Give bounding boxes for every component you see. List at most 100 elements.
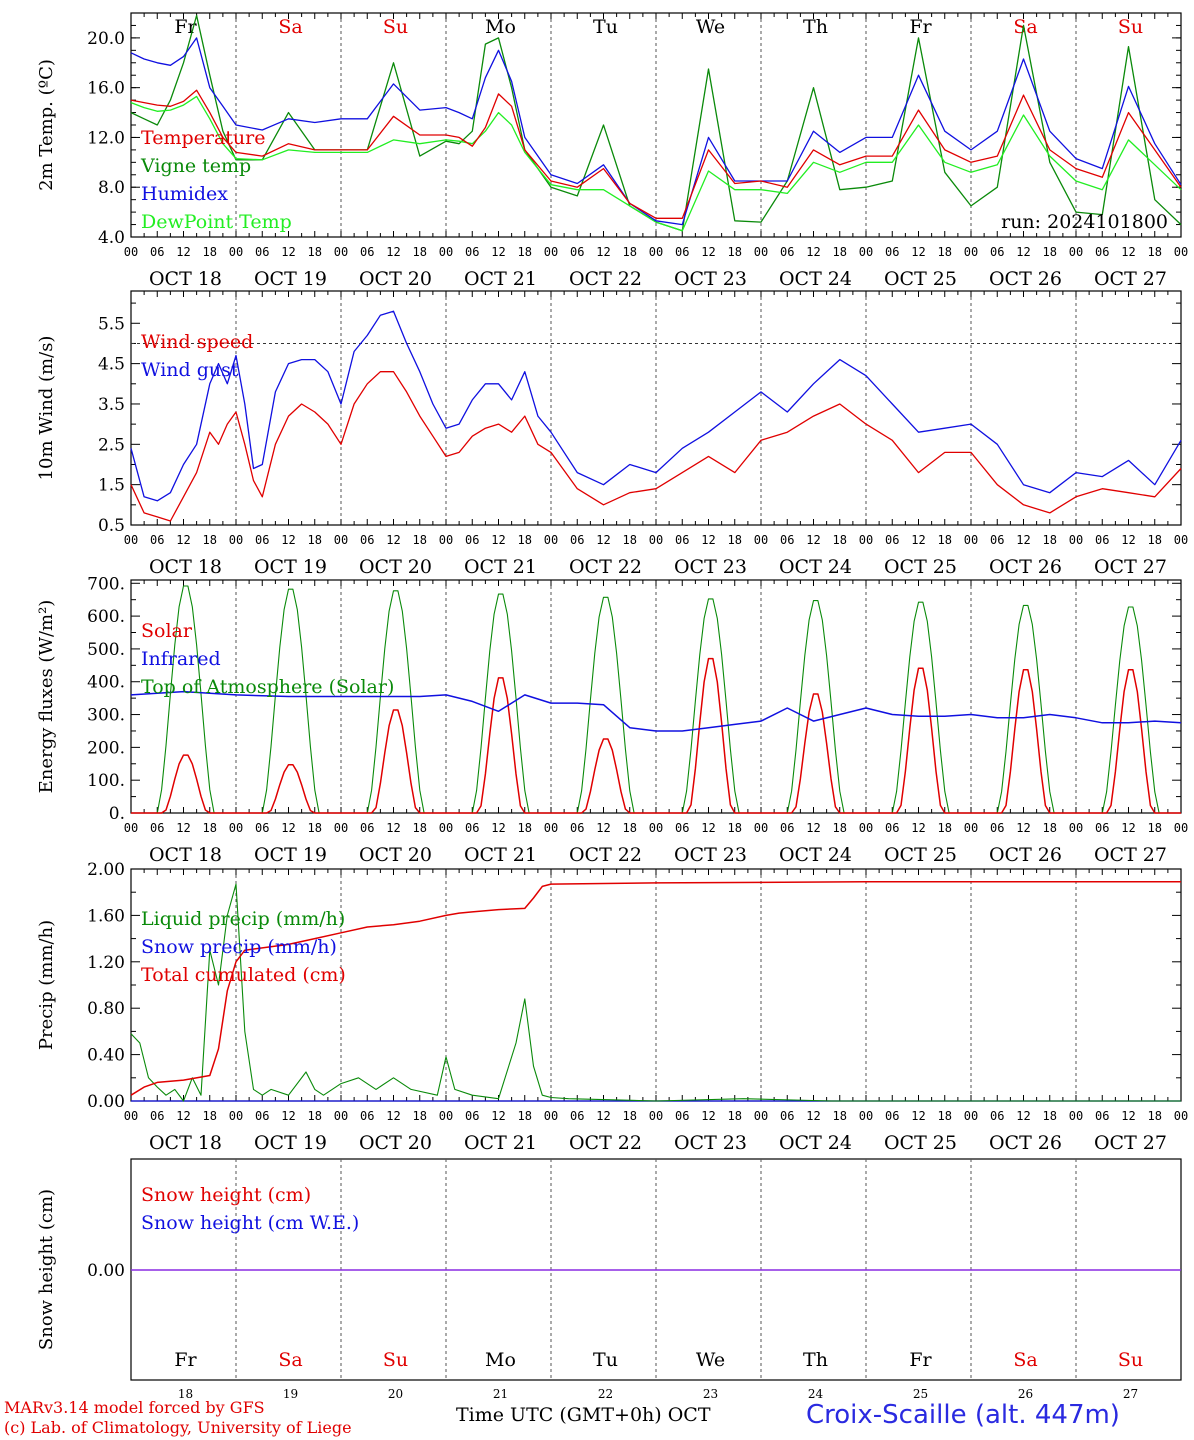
series-line-wind-gust: [130, 310, 1182, 502]
y-tick-label: 12.0: [87, 128, 125, 148]
hour-tick-label: 18: [203, 245, 217, 259]
day-number: 25: [913, 1387, 928, 1401]
hour-tick-label: 00: [754, 245, 768, 259]
hour-tick-label: 00: [649, 1109, 663, 1123]
hour-tick-label: 00: [1069, 1109, 1083, 1123]
hour-tick-label: 18: [833, 245, 847, 259]
hour-tick-label: 18: [938, 821, 952, 835]
hour-tick-label: 00: [439, 821, 453, 835]
hour-tick-label: 12: [386, 533, 400, 547]
date-label: OCT 18: [149, 844, 222, 866]
hour-tick-label: 18: [413, 533, 427, 547]
date-label: OCT 22: [569, 844, 642, 866]
day-name: Fr: [909, 1349, 932, 1371]
hour-tick-label: 06: [675, 245, 689, 259]
hour-tick-label: 18: [1043, 821, 1057, 835]
date-label: OCT 27: [1094, 268, 1167, 290]
hour-tick-label: 18: [623, 533, 637, 547]
hour-tick-label: 12: [911, 245, 925, 259]
day-name: Su: [1118, 1349, 1143, 1371]
hour-tick-label: 12: [701, 533, 715, 547]
day-name: Th: [803, 16, 828, 38]
day-name: Fr: [174, 1349, 197, 1371]
date-label: OCT 23: [674, 268, 747, 290]
hour-tick-label: 18: [518, 1109, 532, 1123]
y-tick-label: 700.: [87, 574, 125, 594]
day-number: 24: [808, 1387, 824, 1401]
legend-entry: Temperature: [141, 127, 265, 149]
hour-tick-label: 18: [203, 1109, 217, 1123]
hour-tick-label: 06: [570, 1109, 584, 1123]
hour-tick-label: 12: [911, 821, 925, 835]
date-label: OCT 26: [989, 844, 1062, 866]
hour-tick-label: 00: [124, 1109, 138, 1123]
hour-tick-label: 06: [465, 245, 479, 259]
date-label: OCT 20: [359, 556, 432, 578]
day-number: 20: [388, 1387, 403, 1401]
hour-tick-label: 12: [281, 1109, 295, 1123]
date-label: OCT 24: [779, 844, 852, 866]
hour-tick-label: 18: [623, 1109, 637, 1123]
y-tick-label: 16.0: [87, 79, 125, 99]
legend-entry: Solar: [141, 620, 193, 642]
hour-tick-label: 12: [1016, 245, 1030, 259]
y-tick-label: 300.: [87, 706, 125, 726]
legend-entry: Top of Atmosphere (Solar): [141, 676, 394, 698]
hour-tick-label: 18: [518, 245, 532, 259]
hour-tick-label: 06: [255, 245, 269, 259]
hour-tick-label: 18: [833, 1109, 847, 1123]
hour-tick-label: 06: [255, 821, 269, 835]
legend-entry: Snow height (cm): [141, 1184, 311, 1206]
legend-entry: DewPoint Temp: [141, 211, 292, 233]
y-tick-label: 0.80: [87, 999, 125, 1019]
hour-tick-label: 00: [334, 1109, 348, 1123]
hour-tick-label: 00: [754, 533, 768, 547]
date-label: OCT 18: [149, 1132, 222, 1154]
hour-tick-label: 00: [544, 245, 558, 259]
lab-credit: (c) Lab. of Climatology, University of L…: [4, 1418, 352, 1437]
y-tick-label: 0.00: [87, 1261, 125, 1281]
hour-tick-label: 06: [885, 821, 899, 835]
date-label: OCT 23: [674, 556, 747, 578]
hour-tick-label: 00: [544, 533, 558, 547]
hour-tick-label: 12: [1121, 821, 1135, 835]
legend-entry: Humidex: [141, 183, 228, 205]
y-tick-label: 1.5: [98, 476, 125, 496]
hour-tick-label: 12: [806, 245, 820, 259]
day-name: Sa: [278, 16, 302, 38]
hour-tick-label: 18: [623, 821, 637, 835]
hour-tick-label: 18: [623, 245, 637, 259]
hour-tick-label: 06: [780, 245, 794, 259]
date-label: OCT 26: [989, 1132, 1062, 1154]
hour-tick-label: 06: [780, 821, 794, 835]
hour-tick-label: 00: [1174, 533, 1188, 547]
hour-tick-label: 18: [1148, 533, 1162, 547]
date-label: OCT 25: [884, 844, 957, 866]
hour-tick-label: 00: [859, 533, 873, 547]
y-tick-label: 8.0: [98, 178, 125, 198]
hour-tick-label: 00: [1069, 245, 1083, 259]
model-credit: MARv3.14 model forced by GFS: [4, 1398, 265, 1417]
hour-tick-label: 06: [465, 533, 479, 547]
series-line-total-cumulated: [130, 881, 1181, 1096]
hour-tick-label: 12: [281, 245, 295, 259]
hour-tick-label: 00: [964, 533, 978, 547]
footer-credits: MARv3.14 model forced by GFS (c) Lab. of…: [4, 1398, 352, 1438]
y-tick-label: 200.: [87, 738, 125, 758]
hour-tick-label: 00: [439, 533, 453, 547]
y-tick-label: 0.5: [98, 516, 125, 536]
hour-tick-label: 06: [990, 533, 1004, 547]
day-name: Mo: [485, 1349, 516, 1371]
y-tick-label: 100.: [87, 771, 125, 791]
hour-tick-label: 00: [964, 1109, 978, 1123]
hour-tick-label: 12: [176, 245, 190, 259]
hour-tick-label: 06: [885, 533, 899, 547]
hour-tick-label: 00: [229, 245, 243, 259]
hour-tick-label: 12: [701, 1109, 715, 1123]
hour-tick-label: 06: [885, 1109, 899, 1123]
hour-tick-label: 18: [728, 245, 742, 259]
hour-tick-label: 06: [150, 1109, 164, 1123]
hour-tick-label: 06: [1095, 821, 1109, 835]
series-line-solar: [131, 657, 1181, 814]
